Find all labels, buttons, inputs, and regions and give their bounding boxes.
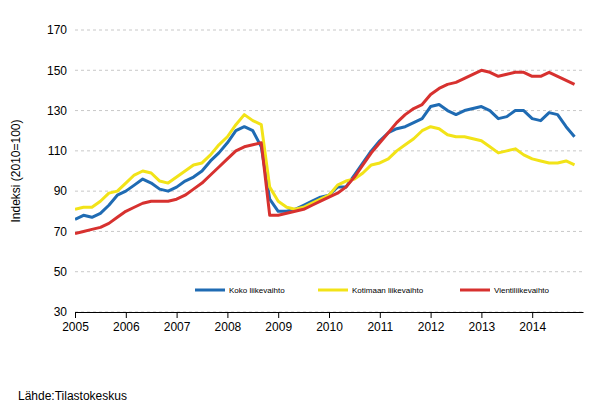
y-tick-label: 150 — [47, 64, 67, 78]
y-tick-label: 30 — [54, 305, 68, 319]
x-tick-mark — [227, 312, 228, 318]
x-tick-mark — [177, 312, 178, 318]
series-line — [75, 115, 575, 210]
x-tick: 2012 — [418, 312, 445, 334]
x-tick: 2006 — [113, 312, 140, 334]
x-axis: 2005 2006 2007 2008 2009 2010 2011 2012 2013 2014 — [62, 312, 583, 334]
y-tick: 90 — [54, 184, 75, 198]
y-tick: 50 — [54, 265, 75, 279]
grid-line — [75, 231, 583, 232]
x-tick: 2008 — [215, 312, 242, 334]
grid-line — [75, 110, 583, 111]
series-line — [75, 70, 575, 233]
y-tick-label: 130 — [47, 104, 67, 118]
x-tick-label: 2010 — [316, 320, 343, 334]
x-tick: 2009 — [265, 312, 292, 334]
x-tick: 2011 — [367, 312, 393, 334]
grid — [75, 30, 583, 312]
y-tick: 110 — [48, 144, 75, 158]
x-tick: 2014 — [519, 312, 546, 334]
legend-swatch — [460, 289, 490, 292]
x-tick-label: 2009 — [265, 320, 292, 334]
grid-line — [75, 30, 583, 31]
x-tick: 2005 — [62, 312, 89, 334]
legend: Koko liikevaihto Kotimaan liikevaihto Vien… — [195, 286, 550, 295]
y-axis-line — [75, 31, 76, 313]
x-tick-mark — [75, 312, 76, 318]
plot-area — [75, 70, 575, 233]
y-tick-label: 50 — [54, 265, 68, 279]
x-tick-label: 2014 — [519, 320, 546, 334]
grid-line — [75, 271, 583, 272]
y-axis-title: Indeksi (2010=100) — [9, 119, 23, 222]
chart: 30 50 70 90 110 130 150 170 2005 2006 2007 2008 2009… — [0, 0, 605, 416]
x-tick-label: 2007 — [164, 320, 191, 334]
x-tick-label: 2012 — [418, 320, 445, 334]
x-tick-label: 2013 — [469, 320, 496, 334]
legend-label: Kotimaan liikevaihto — [352, 286, 424, 295]
legend-swatch — [318, 289, 348, 292]
x-tick: 2013 — [469, 312, 496, 334]
grid-line — [75, 70, 583, 71]
x-tick: 2010 — [316, 312, 343, 334]
y-tick: 30 — [54, 305, 75, 319]
y-tick-label: 90 — [54, 184, 68, 198]
y-tick: 170 — [47, 23, 75, 37]
legend-label: Vientiliikevaihto — [494, 286, 550, 295]
y-tick: 130 — [47, 104, 75, 118]
x-tick-mark — [126, 312, 127, 318]
x-tick: 2007 — [164, 312, 191, 334]
x-tick-mark — [481, 312, 482, 318]
legend-swatch — [195, 289, 225, 292]
y-tick-label: 170 — [47, 23, 67, 37]
x-tick-mark — [431, 312, 432, 318]
x-tick-mark — [380, 312, 381, 318]
y-tick: 150 — [47, 64, 75, 78]
x-tick-mark — [329, 312, 330, 318]
source: Lähde:Tilastokeskus — [18, 389, 127, 403]
y-tick-label: 110 — [48, 144, 67, 158]
x-tick-label: 2005 — [62, 320, 89, 334]
y-axis: 30 50 70 90 110 130 150 170 — [47, 23, 76, 319]
x-tick-label: 2008 — [215, 320, 242, 334]
x-tick-label: 2006 — [113, 320, 140, 334]
x-tick-mark — [278, 312, 279, 318]
y-tick: 70 — [54, 225, 75, 239]
x-tick-label: 2011 — [367, 320, 393, 334]
x-tick-mark — [532, 312, 533, 318]
legend-label: Koko liikevaihto — [229, 286, 285, 295]
y-tick-label: 70 — [54, 225, 68, 239]
grid-line — [75, 191, 583, 192]
